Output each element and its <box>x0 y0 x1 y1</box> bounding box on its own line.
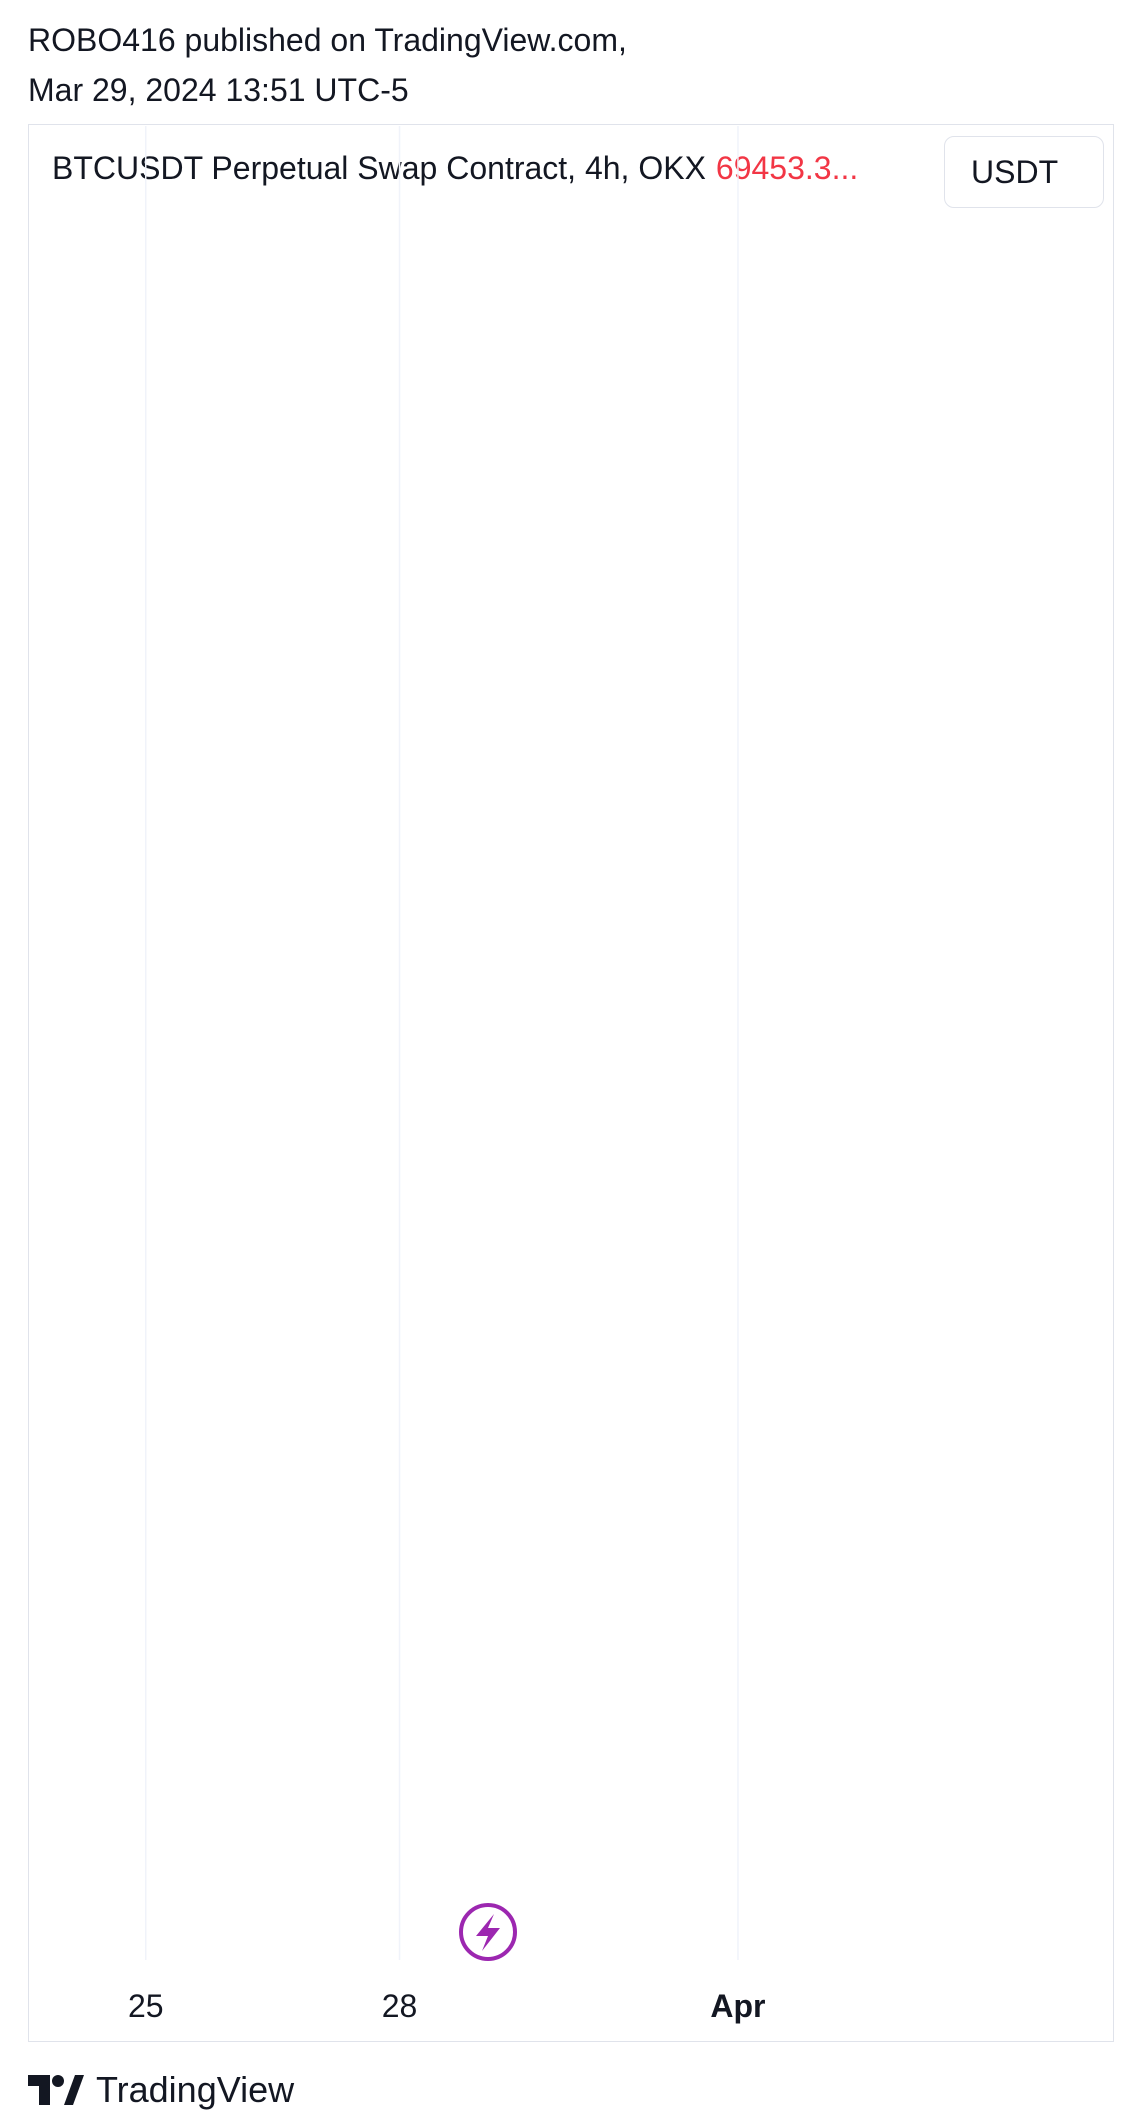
currency-button[interactable]: USDT <box>944 136 1104 208</box>
symbol-title: BTCUSDT Perpetual Swap Contract, 4h, OKX <box>52 150 706 186</box>
chart-title: BTCUSDT Perpetual Swap Contract, 4h, OKX… <box>52 150 858 187</box>
title-price: 69453.3... <box>715 150 859 186</box>
tradingview-logo[interactable]: TradingView <box>28 2068 294 2112</box>
publish-date: Mar 29, 2024 13:51 UTC-5 <box>28 72 409 108</box>
footer-brand: TradingView <box>96 2069 295 2110</box>
publisher-line: ROBO416 published on TradingView.com, <box>28 22 627 58</box>
tradingview-logo-icon <box>28 2075 84 2105</box>
chart-frame <box>28 124 1114 2042</box>
